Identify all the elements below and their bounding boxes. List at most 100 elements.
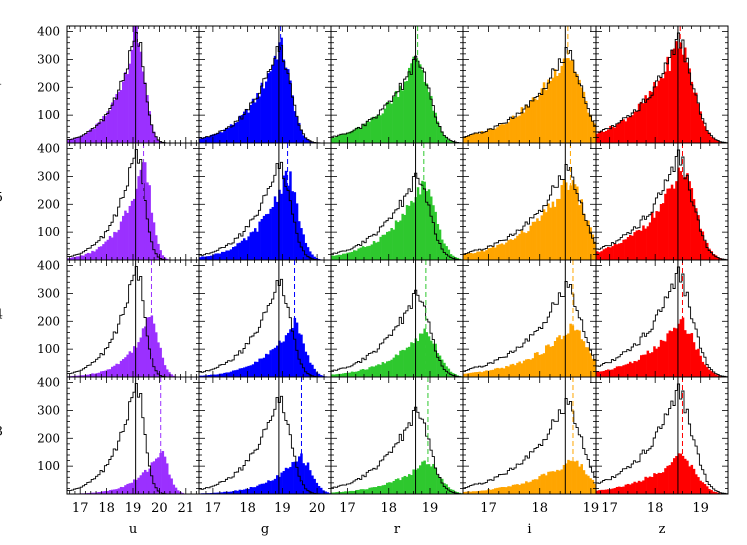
hist-bar xyxy=(648,476,652,494)
hist-bar xyxy=(516,484,519,494)
hist-bar xyxy=(542,209,546,260)
reference-histogram-outline xyxy=(331,406,463,495)
hist-bar xyxy=(587,475,590,494)
hist-bar xyxy=(580,464,583,494)
hist-bar xyxy=(388,360,391,377)
hist-bar xyxy=(536,99,539,143)
hist-bar xyxy=(703,364,707,377)
hist-bar xyxy=(295,322,299,377)
hist-bar xyxy=(710,251,713,260)
hist-bar xyxy=(214,133,217,143)
hist-bar xyxy=(205,375,209,377)
hist-bar xyxy=(260,483,264,494)
hist-bar xyxy=(609,489,612,494)
hist-bar xyxy=(392,481,396,494)
hist-bar xyxy=(717,140,720,143)
hist-bar xyxy=(540,354,544,377)
hist-bar xyxy=(469,252,473,260)
hist-bar xyxy=(320,487,323,494)
hist-bar xyxy=(688,333,691,377)
panel-u-row-3: 17 18 19 20 21 u xyxy=(66,376,200,537)
hist-bar xyxy=(141,472,145,494)
hist-bar xyxy=(536,479,539,494)
hist-bar xyxy=(128,351,132,377)
hist-bar xyxy=(397,478,400,494)
hist-bar xyxy=(335,492,338,494)
hist-bar xyxy=(306,355,310,377)
hist-bar xyxy=(644,95,647,143)
hist-bar xyxy=(487,128,490,143)
hist-bar xyxy=(569,323,572,377)
hist-bar xyxy=(377,241,380,260)
hist-bar xyxy=(210,374,213,377)
hist-bar xyxy=(562,464,566,494)
hist-bar xyxy=(130,482,134,494)
hist-bar xyxy=(388,102,391,143)
hist-bar xyxy=(311,475,314,494)
band-label-z: z xyxy=(659,522,666,537)
hist-bar xyxy=(412,343,415,377)
hist-bar xyxy=(159,141,162,143)
hist-bar xyxy=(571,60,575,143)
hist-bar xyxy=(111,102,114,143)
hist-bar xyxy=(119,360,123,377)
hist-bar xyxy=(525,233,528,260)
hist-bar xyxy=(527,231,530,260)
panel-frame xyxy=(595,376,729,495)
hist-bar xyxy=(664,468,667,494)
hist-bar xyxy=(668,330,672,377)
hist-bar xyxy=(494,128,497,143)
hist-bar xyxy=(364,123,367,143)
hist-bar xyxy=(370,117,374,143)
hist-bar xyxy=(706,486,709,494)
hist-bar xyxy=(655,348,658,377)
hist-bar xyxy=(251,98,255,143)
hist-bar xyxy=(520,483,524,494)
hist-bar xyxy=(243,238,246,260)
panel-i-row-5 xyxy=(462,142,597,261)
hist-bar xyxy=(320,375,323,377)
hist-bar xyxy=(225,250,228,260)
hist-bar xyxy=(699,111,702,143)
hist-bar xyxy=(106,111,110,143)
hist-bar xyxy=(243,489,246,494)
hist-bar xyxy=(587,347,590,377)
hist-bar xyxy=(540,474,544,494)
hist-bar xyxy=(447,487,451,494)
hist-bar xyxy=(372,118,376,143)
hist-bar xyxy=(289,466,292,494)
hist-bar xyxy=(538,476,541,494)
hist-bar xyxy=(86,252,90,260)
hist-bar xyxy=(218,253,222,260)
hist-bar xyxy=(489,128,493,143)
hist-bar xyxy=(476,372,479,377)
reference-histogram-outline xyxy=(199,395,331,495)
hist-bar xyxy=(507,486,510,494)
hist-bar xyxy=(699,228,702,260)
hist-bar xyxy=(613,368,617,377)
hist-bar xyxy=(589,114,592,143)
hist-bar xyxy=(419,333,422,377)
hist-bar xyxy=(97,122,101,143)
hist-bar xyxy=(291,327,294,377)
row-label-1: 1 xyxy=(0,74,3,89)
hist-bar xyxy=(591,479,595,494)
hist-bar xyxy=(449,254,453,260)
hist-bar xyxy=(596,133,599,143)
hist-bar xyxy=(232,247,235,260)
hist-bar xyxy=(276,475,279,494)
hist-bar xyxy=(117,229,121,260)
hist-bar xyxy=(567,333,570,377)
hist-bar xyxy=(201,256,204,260)
hist-bar xyxy=(533,221,537,260)
hist-bar xyxy=(560,469,564,494)
hist-bar xyxy=(664,71,667,143)
hist-bar xyxy=(122,81,125,143)
hist-bar xyxy=(218,131,222,143)
hist-bar xyxy=(221,132,224,143)
hist-bar xyxy=(249,365,253,377)
hist-bar xyxy=(113,489,116,494)
hist-bar xyxy=(482,132,486,143)
hist-bar xyxy=(75,137,79,143)
hist-bar xyxy=(93,251,96,260)
